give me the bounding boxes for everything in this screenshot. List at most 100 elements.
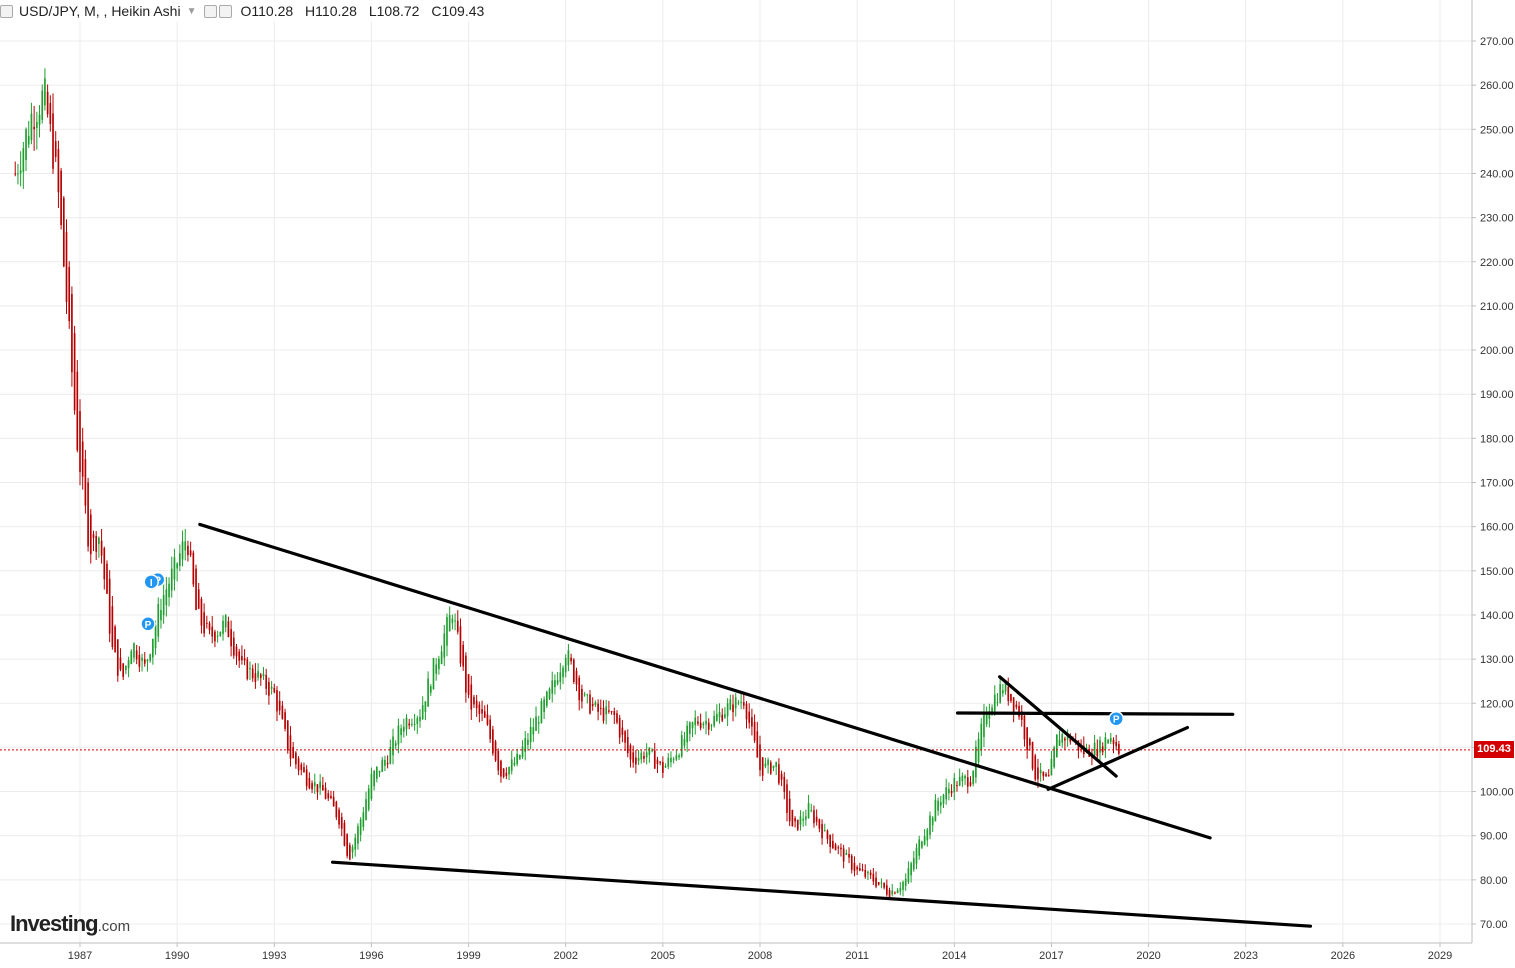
candle-body [910, 863, 912, 876]
candle-body [373, 770, 375, 787]
symbol-label[interactable]: USD/JPY, M, , Heikin Ashi [19, 3, 181, 19]
candle-body [794, 818, 796, 822]
candle-body [853, 862, 856, 872]
eye-icon[interactable] [204, 4, 218, 18]
candle-body [359, 819, 362, 835]
candle-body [783, 776, 786, 792]
candle-body [203, 612, 205, 634]
candle-body [305, 769, 308, 787]
x-tick-label: 2017 [1039, 950, 1063, 962]
candle-body [788, 798, 791, 822]
candle-body [778, 764, 780, 784]
candle-body [753, 721, 756, 741]
candle-body [707, 722, 710, 730]
candle-body [513, 762, 516, 766]
y-tick-label: 70.00 [1480, 919, 1508, 931]
candle-body [737, 702, 740, 704]
candle-body [915, 847, 918, 864]
candle-body [651, 749, 653, 752]
event-marker-icon[interactable] [140, 616, 156, 632]
candle-body [554, 680, 556, 688]
candle-body [170, 568, 173, 591]
candle-body [322, 784, 324, 791]
candle-body [200, 599, 203, 626]
candle-body [818, 819, 821, 829]
candle-body [556, 680, 559, 684]
candle-body [486, 714, 489, 725]
candle-body [276, 690, 278, 712]
candle-body [972, 771, 975, 784]
trendline[interactable] [998, 675, 1118, 778]
candle-body [543, 699, 545, 713]
candle-body [1010, 693, 1012, 701]
candle-body [891, 890, 894, 895]
candle-body [856, 866, 858, 870]
candle-body [189, 550, 192, 555]
candle-body [861, 869, 864, 871]
candle-body [1118, 744, 1120, 754]
candle-body [929, 815, 931, 835]
trendline[interactable] [955, 711, 1235, 716]
candle-body [964, 775, 966, 779]
candle-body [656, 759, 659, 765]
candle-body [1007, 686, 1010, 701]
y-tick-label: 180.00 [1480, 433, 1514, 445]
candle-body [734, 697, 737, 709]
trendline[interactable] [330, 860, 1313, 928]
settings-icon[interactable] [219, 4, 233, 18]
candle-body [292, 747, 295, 759]
candle-body [832, 840, 834, 849]
candle-body [993, 694, 996, 712]
ohlc-values: O110.28 H110.28 L108.72 C109.43 [240, 3, 492, 19]
candle-body [535, 716, 537, 731]
candle-body [643, 756, 645, 759]
candle-body [381, 759, 384, 772]
open-value: O110.28 [240, 3, 294, 19]
menu-icon[interactable] [0, 4, 13, 18]
candle-body [92, 534, 95, 538]
y-tick-label: 220.00 [1480, 257, 1514, 269]
candle-body [130, 651, 133, 665]
candle-body [702, 723, 705, 726]
candle-body [378, 770, 381, 773]
chart-header: USD/JPY, M, , Heikin Ashi ▼ O110.28 H110… [0, 0, 499, 22]
candle-body [392, 736, 394, 756]
candle-body [840, 847, 842, 850]
candle-body [311, 783, 313, 790]
candle-body [939, 802, 942, 806]
candle-body [581, 688, 583, 702]
candle-body [931, 817, 934, 826]
candle-body [262, 673, 265, 677]
candle-body [950, 791, 953, 794]
candle-body [710, 725, 713, 727]
candle-body [448, 615, 451, 632]
candle-body [1115, 742, 1118, 747]
event-marker-icon[interactable] [1108, 710, 1124, 727]
candle-body [443, 633, 446, 658]
chevron-down-icon[interactable]: ▼ [186, 5, 197, 17]
candle-body [427, 678, 429, 707]
candle-body [605, 706, 608, 715]
candle-body [1015, 704, 1018, 708]
candle-body [46, 91, 49, 115]
event-marker-label: I [150, 578, 153, 589]
candle-body [332, 796, 335, 807]
candle-body [489, 719, 491, 740]
candle-body [357, 826, 359, 844]
event-marker-icon[interactable] [143, 574, 159, 590]
candle-body [81, 441, 84, 477]
candle-body [883, 882, 885, 888]
investing-logo[interactable]: Investing.com [10, 911, 130, 937]
candle-body [62, 197, 65, 267]
candle-body [408, 723, 411, 726]
trendline[interactable] [198, 522, 1212, 840]
candle-body [572, 659, 575, 682]
trendline[interactable] [1046, 725, 1190, 791]
candle-body [451, 618, 454, 624]
candle-body [823, 830, 826, 832]
candle-body [885, 885, 888, 895]
candle-body [273, 687, 276, 693]
candle-body [197, 589, 200, 609]
